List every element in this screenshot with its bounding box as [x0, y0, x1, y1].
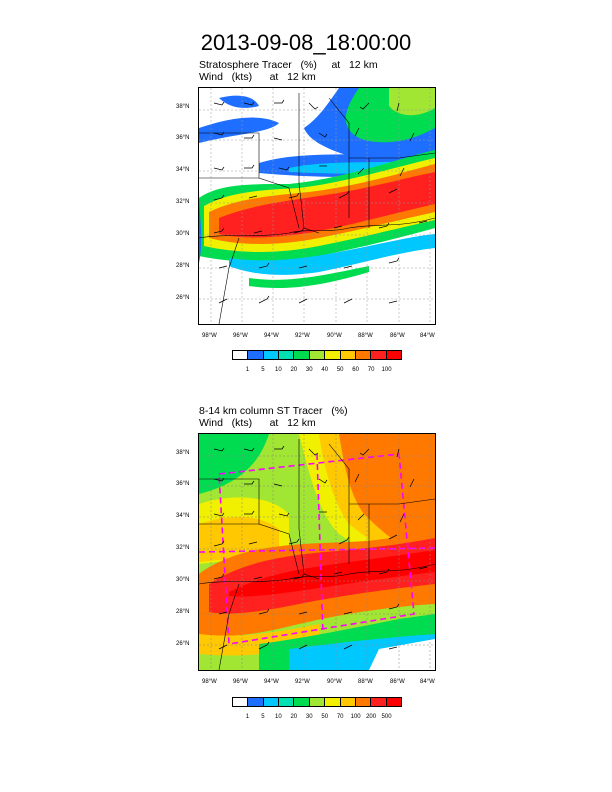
legend-label: 50	[321, 714, 329, 720]
legend-swatch	[325, 351, 341, 359]
legend-swatch	[355, 351, 372, 359]
panel1-legend-bar	[232, 350, 402, 360]
panel1-lat-label: 28°N	[176, 263, 190, 269]
panel1-field	[199, 88, 435, 324]
panel1-lat-label: 36°N	[176, 135, 190, 141]
panel1-lat-label: 34°N	[176, 167, 190, 173]
legend-label: 1	[245, 714, 250, 720]
panel1-map	[198, 87, 436, 325]
panel1-subtitle: Wind (kts) at 12 km	[199, 71, 316, 83]
legend-swatch	[309, 698, 326, 706]
panel2-field	[199, 434, 435, 670]
panel2-lon-label: 90°W	[327, 679, 342, 685]
legend-swatch	[248, 698, 264, 706]
panel2-title: 8-14 km column ST Tracer (%)	[199, 405, 348, 417]
legend-label: 40	[321, 367, 329, 373]
legend-label: 10	[275, 714, 282, 720]
panel1-lon-label: 86°W	[390, 333, 405, 339]
legend-label: 20	[290, 367, 298, 373]
panel2-lat-label: 32°N	[176, 545, 190, 551]
legend-swatch	[263, 351, 280, 359]
panel2-legend-bar	[232, 697, 402, 707]
legend-swatch	[386, 351, 401, 359]
legend-swatch	[233, 351, 249, 359]
panel2-lat-label: 26°N	[176, 641, 190, 647]
panel1-lon-label: 88°W	[358, 333, 373, 339]
panel2-subtitle: Wind (kts) at 12 km	[199, 417, 316, 429]
panel1-lat-label: 32°N	[176, 199, 190, 205]
panel2-lat-label: 38°N	[176, 450, 190, 456]
legend-label: 30	[305, 714, 313, 720]
panel2-legend-labels: 1 5 10 20 30 50 70 100 200 500	[232, 714, 402, 724]
panel1-lon-label: 92°W	[295, 333, 310, 339]
legend-swatch	[355, 698, 372, 706]
panel1-lon-label: 94°W	[264, 333, 279, 339]
panel2-lat-label: 34°N	[176, 513, 190, 519]
legend-label: 100	[350, 714, 361, 720]
legend-swatch	[309, 351, 326, 359]
legend-swatch	[279, 351, 295, 359]
legend-label: 70	[367, 367, 375, 373]
panel2-map	[198, 433, 436, 671]
panel1-lon-label: 98°W	[202, 333, 217, 339]
legend-swatch	[263, 698, 280, 706]
panel1-title: Stratosphere Tracer (%) at 12 km	[199, 59, 378, 71]
legend-label: 200	[366, 714, 377, 720]
panel2-lon-label: 94°W	[264, 679, 279, 685]
panel1-lon-label: 90°W	[327, 333, 342, 339]
legend-swatch	[294, 698, 310, 706]
panel2-lon-label: 92°W	[295, 679, 310, 685]
panel1-lat-label: 38°N	[176, 104, 190, 110]
legend-label: 30	[305, 367, 313, 373]
panel1-lon-label: 96°W	[233, 333, 248, 339]
panel2-lon-label: 84°W	[420, 679, 435, 685]
legend-swatch	[233, 698, 249, 706]
panel2-lon-label: 96°W	[233, 679, 248, 685]
legend-swatch	[279, 698, 295, 706]
legend-label: 10	[275, 367, 282, 373]
panel2-lat-label: 28°N	[176, 609, 190, 615]
legend-label: 5	[261, 367, 265, 373]
legend-label: 20	[290, 714, 298, 720]
legend-label: 100	[381, 367, 392, 373]
legend-label: 500	[381, 714, 392, 720]
legend-swatch	[325, 698, 341, 706]
legend-label: 70	[336, 714, 344, 720]
legend-label: 1	[245, 367, 250, 373]
panel2-lon-label: 98°W	[202, 679, 217, 685]
legend-swatch	[294, 351, 310, 359]
panel2-lon-label: 88°W	[358, 679, 373, 685]
legend-label: 50	[336, 367, 344, 373]
panel1-lat-label: 30°N	[176, 231, 190, 237]
panel2-lat-label: 30°N	[176, 577, 190, 583]
panel2-lat-label: 36°N	[176, 481, 190, 487]
panel1-legend-labels: 1 5 10 20 30 40 50 60 70 100	[232, 367, 402, 377]
legend-label: 60	[352, 367, 359, 373]
panel2-lon-label: 86°W	[390, 679, 405, 685]
legend-swatch	[371, 351, 387, 359]
page-title: 2013-09-08_18:00:00	[200, 30, 412, 55]
panel1-lon-label: 84°W	[420, 333, 435, 339]
legend-swatch	[340, 351, 356, 359]
legend-swatch	[340, 698, 356, 706]
panel1-lat-label: 26°N	[176, 295, 190, 301]
legend-label: 5	[261, 714, 265, 720]
legend-swatch	[386, 698, 401, 706]
legend-swatch	[371, 698, 387, 706]
legend-swatch	[248, 351, 264, 359]
